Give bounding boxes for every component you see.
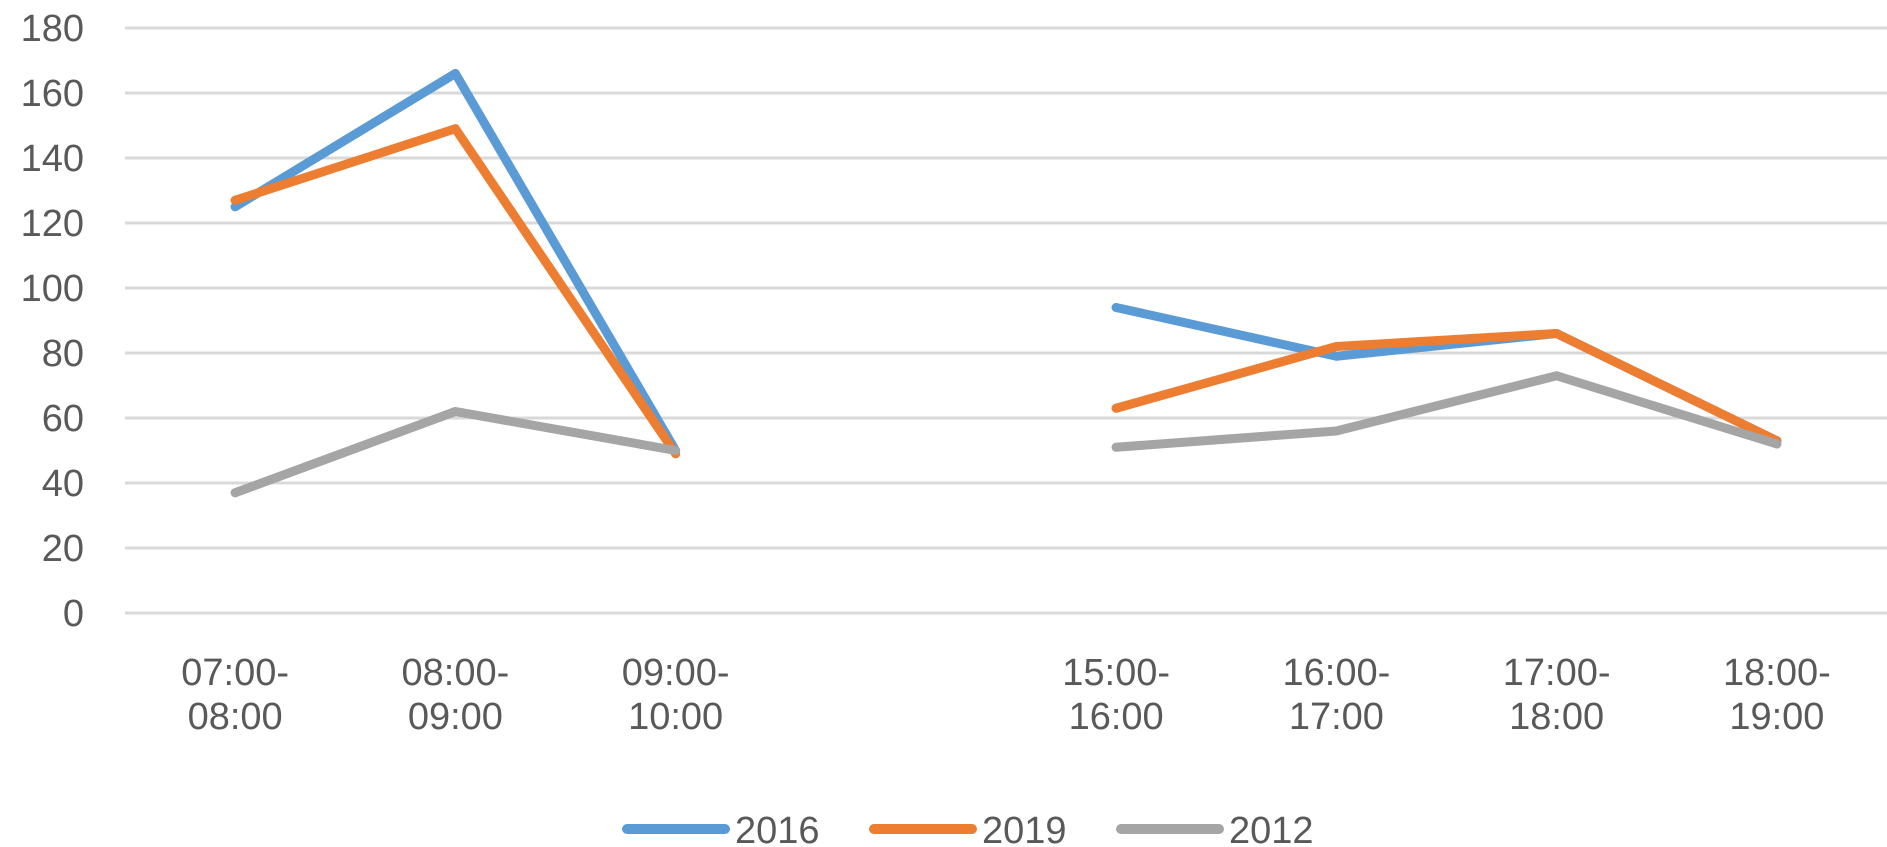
x-tick-label-line: 09:00- bbox=[622, 652, 730, 694]
y-tick-label: 80 bbox=[42, 333, 84, 375]
data-point-2012 bbox=[1772, 439, 1782, 449]
x-tick-label-line: 19:00 bbox=[1729, 696, 1824, 738]
series-line-2019 bbox=[230, 124, 681, 459]
data-point-2016 bbox=[1331, 351, 1341, 361]
data-point-2012 bbox=[1111, 442, 1121, 452]
x-tick-label: 09:00-10:00 bbox=[622, 652, 730, 738]
x-tick-label-line: 10:00 bbox=[628, 696, 723, 738]
data-point-2012 bbox=[230, 488, 240, 498]
x-tick-label-line: 15:00- bbox=[1062, 652, 1170, 694]
legend-label-2019: 2019 bbox=[982, 810, 1067, 847]
series-line-2016 bbox=[1111, 303, 1782, 446]
data-point-2019 bbox=[450, 124, 460, 134]
y-tick-label: 20 bbox=[42, 528, 84, 570]
x-tick-label-line: 18:00 bbox=[1509, 696, 1604, 738]
data-point-2019 bbox=[1331, 342, 1341, 351]
data-point-2012 bbox=[671, 446, 681, 455]
data-point-2019 bbox=[1111, 403, 1121, 413]
data-point-2012 bbox=[1552, 371, 1562, 381]
y-tick-label: 100 bbox=[21, 268, 84, 310]
y-tick-label: 140 bbox=[21, 138, 84, 180]
y-tick-label: 160 bbox=[21, 73, 84, 115]
y-tick-label: 60 bbox=[42, 398, 84, 440]
x-tick-label-line: 17:00 bbox=[1289, 696, 1384, 738]
legend-label-2012: 2012 bbox=[1229, 810, 1314, 847]
series-line-2012 bbox=[230, 407, 681, 498]
data-point-2012 bbox=[450, 407, 460, 416]
x-tick-label: 17:00-18:00 bbox=[1503, 652, 1611, 738]
x-tick-label-line: 08:00- bbox=[402, 652, 510, 694]
data-point-2019 bbox=[230, 195, 240, 205]
y-tick-label: 120 bbox=[21, 203, 84, 245]
x-tick-label-line: 16:00 bbox=[1069, 696, 1164, 738]
y-axis-tick-labels: 0 20 40 60 80 100 120 140 160 180 bbox=[21, 8, 84, 635]
data-point-2016 bbox=[450, 69, 460, 78]
x-tick-label-line: 17:00- bbox=[1503, 652, 1611, 694]
series-line-2012 bbox=[1111, 371, 1782, 452]
legend: 2016 2019 2012 bbox=[622, 810, 1314, 847]
x-tick-label: 15:00-16:00 bbox=[1062, 652, 1170, 738]
y-tick-label: 40 bbox=[42, 463, 84, 505]
x-tick-label-line: 07:00- bbox=[181, 652, 289, 694]
series-lines bbox=[230, 69, 1782, 498]
legend-label-2016: 2016 bbox=[735, 810, 820, 847]
series-line-2019 bbox=[1111, 329, 1782, 446]
x-tick-label-line: 18:00- bbox=[1723, 652, 1831, 694]
data-point-2016 bbox=[1111, 303, 1121, 312]
data-point-2016 bbox=[230, 202, 240, 212]
data-point-2012 bbox=[1331, 426, 1341, 436]
y-tick-label: 180 bbox=[21, 8, 84, 50]
x-tick-label: 08:00-09:00 bbox=[402, 652, 510, 738]
x-axis-tick-labels: 07:00-08:0008:00-09:0009:00-10:0015:00-1… bbox=[181, 652, 1831, 738]
x-tick-label-line: 16:00- bbox=[1283, 652, 1391, 694]
x-tick-label-line: 08:00 bbox=[188, 696, 283, 738]
data-point-2019 bbox=[1552, 329, 1562, 338]
x-tick-label-line: 09:00 bbox=[408, 696, 503, 738]
x-tick-label: 07:00-08:00 bbox=[181, 652, 289, 738]
x-tick-label: 18:00-19:00 bbox=[1723, 652, 1831, 738]
y-tick-label: 0 bbox=[63, 593, 84, 635]
gridlines bbox=[125, 26, 1887, 615]
x-tick-label: 16:00-17:00 bbox=[1283, 652, 1391, 738]
